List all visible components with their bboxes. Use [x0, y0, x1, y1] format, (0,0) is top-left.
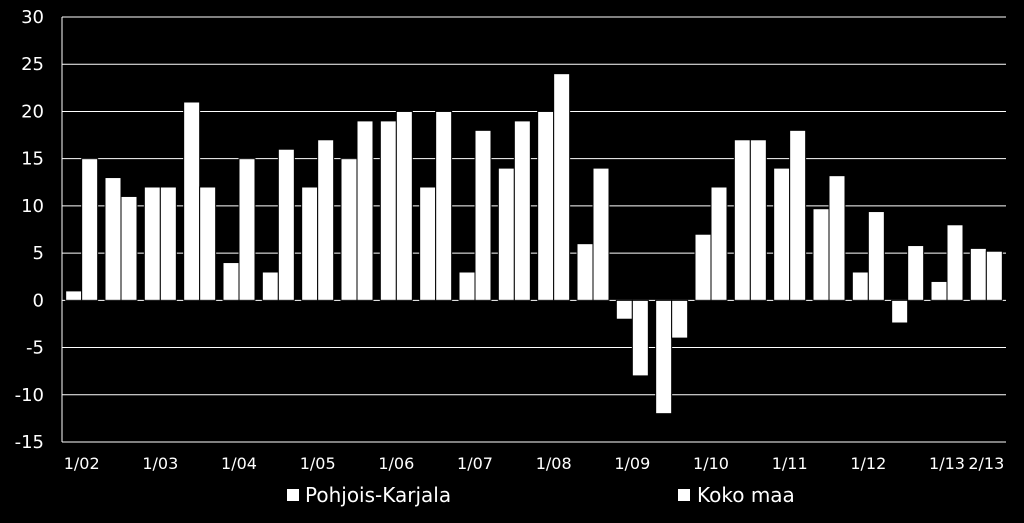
bar-pohjois-karjala [733, 139, 751, 301]
x-axis-ticks: 1/02 1/03 1/04 1/05 1/06 1/07 1/08 1/09 1/10 1/11… [64, 454, 1005, 473]
grid [62, 16, 1006, 396]
y-tick-label: 30 [21, 7, 44, 28]
x-tick-label: 1/06 [378, 454, 414, 473]
bar-pohjois-karjala [969, 247, 987, 301]
bar-koko-maa [985, 250, 1003, 301]
x-tick-label: 1/05 [300, 454, 336, 473]
bar-pohjois-karjala [458, 271, 476, 301]
bar-pohjois-karjala [655, 299, 673, 415]
bar-koko-maa [789, 129, 807, 301]
x-tick-label: 1/03 [142, 454, 178, 473]
y-tick-label: 25 [21, 54, 44, 75]
bar-koko-maa [199, 186, 217, 301]
y-tick-label: 0 [33, 290, 44, 311]
bar-koko-maa [513, 120, 531, 301]
bar-pohjois-karjala [419, 186, 437, 301]
bar-koko-maa [592, 167, 610, 301]
bar-koko-maa [356, 120, 374, 301]
bars [65, 73, 1003, 415]
bar-pohjois-karjala [183, 101, 201, 301]
bar-pohjois-karjala [65, 290, 83, 301]
bar-koko-maa [828, 175, 846, 301]
y-axis-ticks: 30 25 20 15 10 5 0 -5 -10 -15 [15, 7, 44, 453]
x-tick-label: 1/12 [850, 454, 886, 473]
bar-pohjois-karjala [576, 243, 594, 301]
bar-pohjois-karjala [812, 208, 830, 301]
bar-pohjois-karjala [891, 299, 909, 324]
bar-pohjois-karjala [379, 120, 397, 301]
legend-swatch-koko-maa [678, 489, 690, 501]
y-tick-label: -15 [15, 432, 44, 453]
bar-pohjois-karjala [104, 177, 122, 301]
bar-pohjois-karjala [143, 186, 161, 301]
y-tick-label: 15 [21, 149, 44, 170]
y-tick-label: 10 [21, 196, 44, 217]
bar-pohjois-karjala [497, 167, 515, 301]
bar-koko-maa [474, 129, 492, 301]
bar-koko-maa [631, 299, 649, 377]
bar-pohjois-karjala [773, 167, 791, 301]
bar-pohjois-karjala [222, 262, 240, 301]
x-tick-label: 1/04 [221, 454, 257, 473]
x-tick-label: 1/09 [614, 454, 650, 473]
x-tick-label: 1/07 [457, 454, 493, 473]
legend-label-pohjois-karjala: Pohjois-Karjala [305, 483, 451, 507]
bar-pohjois-karjala [301, 186, 319, 301]
bar-koko-maa [317, 139, 335, 301]
x-tick-label: 1/11 [772, 454, 808, 473]
y-tick-label: 20 [21, 101, 44, 122]
x-tick-label: 1/13 [929, 454, 965, 473]
bar-koko-maa [553, 73, 571, 301]
x-tick-label: 2/13 [968, 454, 1004, 473]
y-tick-label: -10 [15, 385, 44, 406]
y-tick-label: 5 [33, 243, 44, 264]
bar-koko-maa [277, 148, 295, 301]
bar-koko-maa [749, 139, 767, 301]
bar-koko-maa [907, 245, 925, 301]
bar-pohjois-karjala [261, 271, 279, 301]
legend: Pohjois-Karjala Koko maa [287, 483, 795, 507]
legend-swatch-pohjois-karjala [287, 489, 299, 501]
bar-koko-maa [238, 158, 256, 301]
bar-pohjois-karjala [930, 280, 948, 301]
bar-koko-maa [710, 186, 728, 301]
bar-pohjois-karjala [694, 233, 712, 301]
bar-pohjois-karjala [537, 110, 555, 301]
x-tick-label: 1/10 [693, 454, 729, 473]
bar-koko-maa [946, 224, 964, 301]
bar-koko-maa [671, 299, 689, 339]
y-tick-label: -5 [26, 338, 44, 359]
bar-koko-maa [435, 110, 453, 301]
bar-koko-maa [81, 158, 99, 301]
bar-koko-maa [395, 110, 413, 301]
bar-koko-maa [120, 195, 138, 301]
x-tick-label: 1/02 [64, 454, 100, 473]
legend-label-koko-maa: Koko maa [697, 483, 795, 507]
bar-pohjois-karjala [615, 299, 633, 320]
bar-pohjois-karjala [340, 158, 358, 301]
axes [61, 17, 1006, 443]
x-tick-label: 1/08 [536, 454, 572, 473]
bar-koko-maa [159, 186, 177, 301]
bar-koko-maa [867, 211, 885, 301]
bar-pohjois-karjala [851, 271, 869, 301]
